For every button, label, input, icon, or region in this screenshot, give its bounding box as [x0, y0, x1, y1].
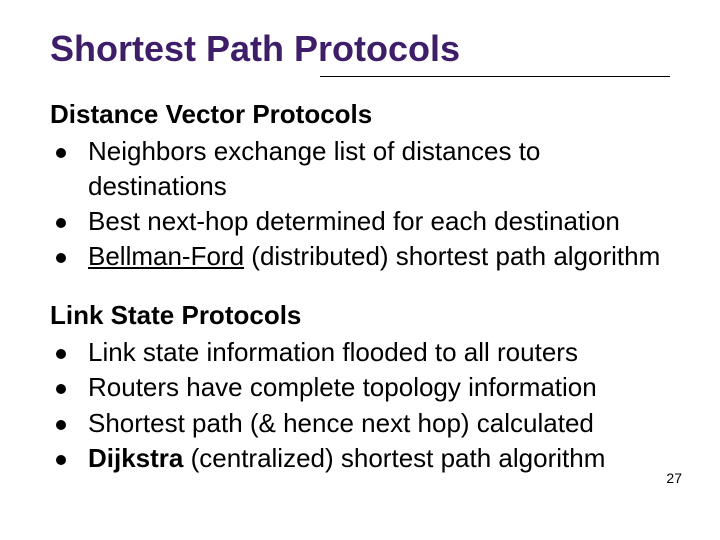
bullet-icon	[56, 253, 66, 263]
slide: Shortest Path Protocols Distance Vector …	[0, 0, 720, 540]
algorithm-name: Bellman-Ford	[88, 241, 244, 271]
list-item-text: Neighbors exchange list of distances to …	[88, 134, 670, 204]
section-heading: Distance Vector Protocols	[50, 99, 670, 130]
list-item-text: Shortest path (& hence next hop) calcula…	[88, 406, 670, 441]
section-link-state: Link State Protocols Link state informat…	[50, 300, 670, 475]
list-item-text: Link state information flooded to all ro…	[88, 335, 670, 370]
list-item-text: Bellman-Ford (distributed) shortest path…	[88, 239, 670, 274]
list-item-text: Routers have complete topology informati…	[88, 370, 670, 405]
bullet-list: Link state information flooded to all ro…	[50, 335, 670, 475]
list-item: Dijkstra (centralized) shortest path alg…	[50, 441, 670, 476]
section-heading: Link State Protocols	[50, 300, 670, 331]
list-item-text: Best next-hop determined for each destin…	[88, 204, 670, 239]
list-item: Neighbors exchange list of distances to …	[50, 134, 670, 204]
list-item: Link state information flooded to all ro…	[50, 335, 670, 370]
algorithm-name: Dijkstra	[88, 443, 183, 473]
list-item: Bellman-Ford (distributed) shortest path…	[50, 239, 670, 274]
bullet-icon	[56, 148, 66, 158]
list-item-text: Dijkstra (centralized) shortest path alg…	[88, 441, 670, 476]
bullet-icon	[56, 218, 66, 228]
slide-title: Shortest Path Protocols	[50, 28, 670, 70]
title-rule	[320, 76, 670, 77]
bullet-icon	[56, 384, 66, 394]
list-item: Shortest path (& hence next hop) calcula…	[50, 406, 670, 441]
section-distance-vector: Distance Vector Protocols Neighbors exch…	[50, 99, 670, 274]
bullet-list: Neighbors exchange list of distances to …	[50, 134, 670, 274]
page-number: 27	[666, 470, 682, 486]
bullet-icon	[56, 455, 66, 465]
list-item: Routers have complete topology informati…	[50, 370, 670, 405]
list-item: Best next-hop determined for each destin…	[50, 204, 670, 239]
bullet-icon	[56, 420, 66, 430]
list-item-suffix: (distributed) shortest path algorithm	[244, 241, 660, 271]
list-item-suffix: (centralized) shortest path algorithm	[183, 443, 605, 473]
bullet-icon	[56, 349, 66, 359]
